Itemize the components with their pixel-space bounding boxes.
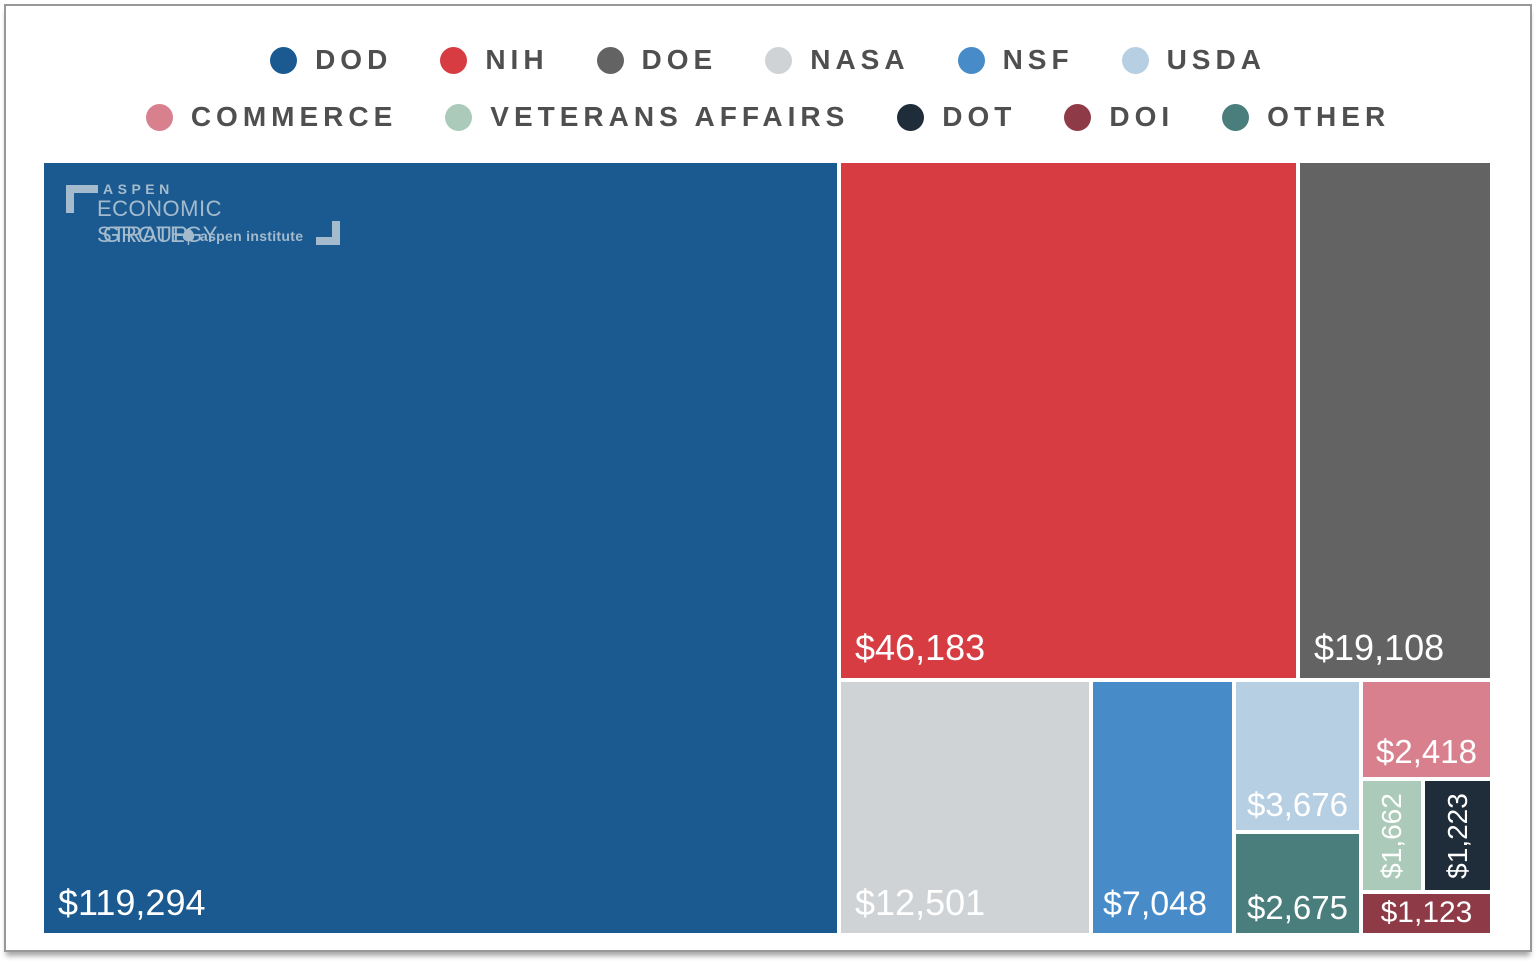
block-value-doi: $1,123 bbox=[1380, 896, 1473, 929]
treemap-block-other[interactable]: $2,675 bbox=[1236, 834, 1359, 933]
legend-label-doe: DOE bbox=[641, 44, 718, 75]
block-value-doe: $19,108 bbox=[1314, 627, 1445, 668]
legend-item-nih: NIH bbox=[440, 44, 548, 76]
legend-label-usda: USDA bbox=[1166, 44, 1266, 75]
block-value-usda: $3,676 bbox=[1247, 786, 1348, 823]
legend-item-commerce: COMMERCE bbox=[145, 101, 398, 133]
legend-item-dod: DOD bbox=[270, 44, 392, 76]
legend-item-doi: DOI bbox=[1064, 101, 1174, 133]
legend-item-nsf: NSF bbox=[957, 44, 1074, 76]
legend-dot-nsf bbox=[957, 46, 985, 74]
legend-dot-veterans-affairs bbox=[445, 103, 473, 131]
legend-dot-doi bbox=[1064, 103, 1092, 131]
legend-item-usda: USDA bbox=[1121, 44, 1266, 76]
logo-corner-bracket-bottomright-icon bbox=[316, 221, 341, 245]
legend-item-doe: DOE bbox=[596, 44, 718, 76]
legend-label-doi: DOI bbox=[1109, 101, 1175, 132]
treemap-block-nasa[interactable]: $12,501 bbox=[841, 682, 1089, 933]
logo-corner-bracket-topleft-icon bbox=[66, 185, 98, 213]
block-value-dot: $1,223 bbox=[1441, 792, 1473, 879]
legend-item-veterans-affairs: VETERANS AFFAIRS bbox=[445, 101, 849, 133]
legend-label-commerce: COMMERCE bbox=[190, 101, 398, 132]
logo-economic-strategy-text: ECONOMIC STRATEGY bbox=[97, 196, 222, 247]
logo-aspen-text: ASPEN bbox=[103, 181, 174, 197]
block-value-veterans-affairs: $1,662 bbox=[1376, 792, 1407, 879]
legend-label-nasa: NASA bbox=[810, 44, 910, 75]
legend-item-other: OTHER bbox=[1222, 101, 1390, 133]
legend-label-other: OTHER bbox=[1267, 101, 1391, 132]
legend-row-1: DOD NIH DOE NASA NSF USDA bbox=[270, 44, 1266, 76]
legend-row-2: COMMERCE VETERANS AFFAIRS DOT DOI OTHER bbox=[145, 101, 1390, 133]
legend-item-dot: DOT bbox=[897, 101, 1016, 133]
block-value-other: $2,675 bbox=[1247, 889, 1348, 926]
block-value-dod: $119,294 bbox=[58, 882, 206, 923]
logo-group-text: GROUP bbox=[103, 222, 189, 247]
logo-institute-row: aspen institute bbox=[182, 221, 341, 245]
block-value-nsf: $7,048 bbox=[1103, 885, 1207, 923]
legend-dot-nasa bbox=[765, 46, 793, 74]
treemap-block-nsf[interactable]: $7,048 bbox=[1093, 682, 1232, 933]
legend-dot-nih bbox=[440, 46, 468, 74]
logo-aspen-institute-text: aspen institute bbox=[200, 228, 304, 244]
treemap-block-doi[interactable]: $1,123 bbox=[1363, 894, 1490, 933]
legend-label-dod: DOD bbox=[315, 44, 393, 75]
legend-dot-doe bbox=[596, 46, 624, 74]
legend-label-veterans-affairs: VETERANS AFFAIRS bbox=[490, 101, 850, 132]
block-value-nih: $46,183 bbox=[855, 627, 986, 668]
legend-label-dot: DOT bbox=[942, 101, 1017, 132]
chart-legend: DOD NIH DOE NASA NSF USDA COMMERCE bbox=[0, 44, 1536, 133]
aspen-leaf-icon bbox=[182, 227, 195, 245]
block-value-nasa: $12,501 bbox=[855, 882, 986, 923]
block-value-commerce: $2,418 bbox=[1376, 733, 1477, 770]
legend-item-nasa: NASA bbox=[765, 44, 909, 76]
treemap-block-dot[interactable]: $1,223 bbox=[1425, 781, 1490, 890]
treemap-block-commerce[interactable]: $2,418 bbox=[1363, 682, 1490, 777]
legend-dot-dod bbox=[270, 46, 298, 74]
treemap-block-usda[interactable]: $3,676 bbox=[1236, 682, 1359, 830]
legend-dot-commerce bbox=[145, 103, 173, 131]
treemap-block-veterans-affairs[interactable]: $1,662 bbox=[1363, 781, 1421, 890]
legend-dot-other bbox=[1222, 103, 1250, 131]
legend-dot-dot bbox=[897, 103, 925, 131]
treemap-block-nih[interactable]: $46,183 bbox=[841, 163, 1296, 678]
treemap-block-dod[interactable]: ASPEN ECONOMIC STRATEGY GROUP aspen inst… bbox=[44, 163, 837, 933]
treemap-chart: ASPEN ECONOMIC STRATEGY GROUP aspen inst… bbox=[44, 163, 1490, 933]
legend-label-nsf: NSF bbox=[1002, 44, 1074, 75]
aspen-logo: ASPEN ECONOMIC STRATEGY GROUP aspen inst… bbox=[66, 181, 341, 247]
treemap-block-doe[interactable]: $19,108 bbox=[1300, 163, 1490, 678]
legend-label-nih: NIH bbox=[485, 44, 549, 75]
legend-dot-usda bbox=[1121, 46, 1149, 74]
